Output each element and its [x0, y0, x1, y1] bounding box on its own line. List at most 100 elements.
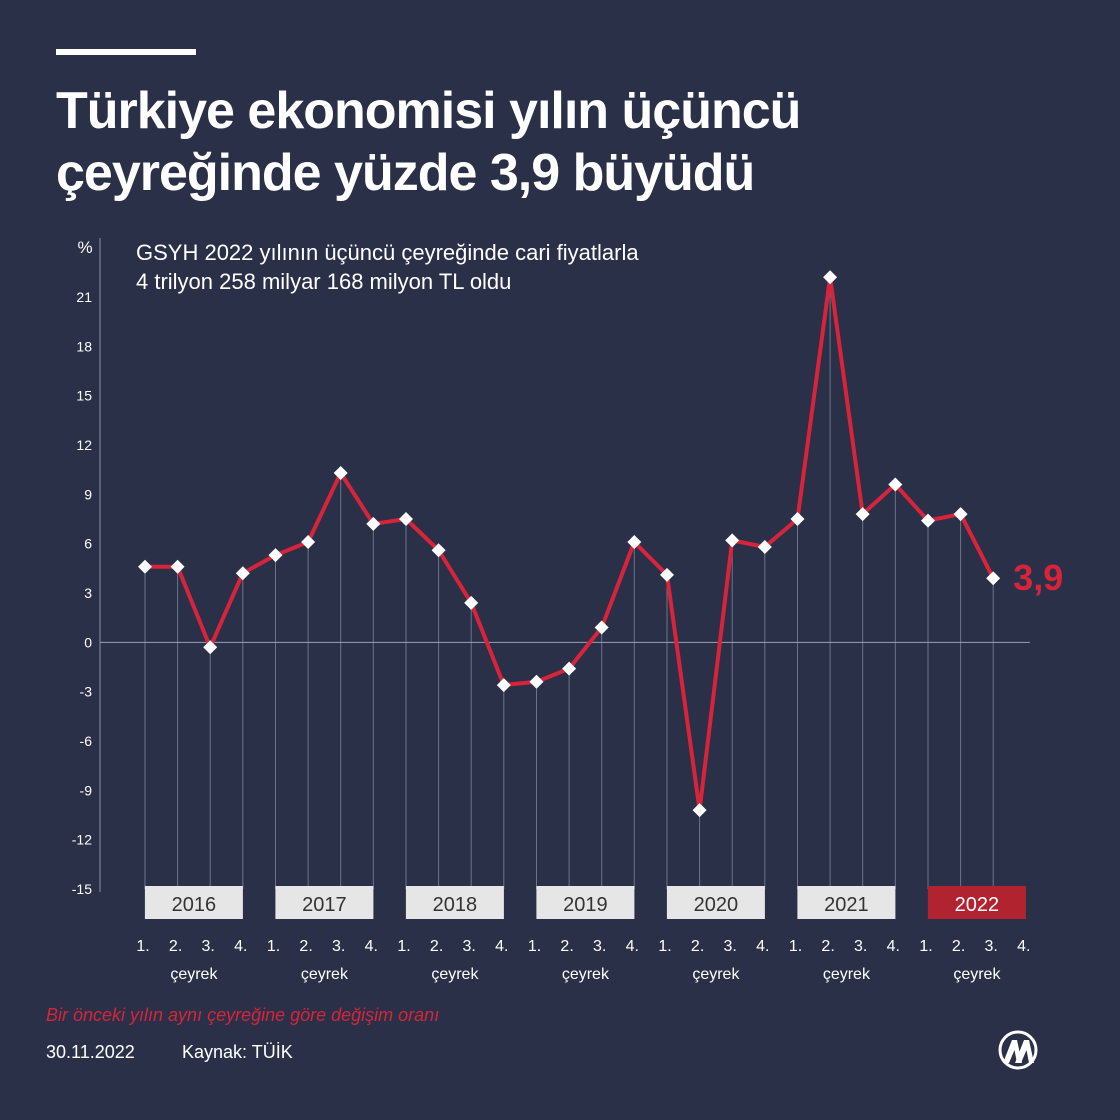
page-title: Türkiye ekonomisi yılın üçüncü çeyreğind… [56, 80, 1056, 204]
y-tick-label: 6 [84, 536, 92, 552]
data-point [986, 571, 1001, 586]
quarter-label: 4. [887, 938, 900, 955]
data-point [692, 803, 707, 818]
subtitle-line-1: GSYH 2022 yılının üçüncü çeyreğinde cari… [136, 240, 639, 265]
quarter-label: 2. [299, 938, 312, 955]
y-tick-label: -15 [72, 881, 92, 897]
year-label: 2022 [955, 894, 1000, 916]
chart-footnote: Bir önceki yılın aynı çeyreğine göre değ… [46, 1005, 440, 1025]
quarter-caption: çeyrek [301, 966, 349, 983]
subtitle-line-2: 4 trilyon 258 milyar 168 milyon TL oldu [136, 269, 512, 294]
data-point [301, 535, 316, 550]
year-box [144, 886, 243, 919]
quarter-caption: çeyrek [562, 966, 610, 983]
data-point [594, 620, 609, 635]
data-point [268, 548, 283, 563]
quarter-label: 2. [821, 938, 834, 955]
quarter-label: 3. [985, 938, 998, 955]
quarter-label: 2. [691, 938, 704, 955]
quarter-label: 1. [919, 938, 932, 955]
y-tick-label: -6 [80, 733, 93, 749]
data-point [725, 533, 740, 548]
quarter-label: 3. [724, 938, 737, 955]
quarter-label: 1. [397, 938, 410, 955]
quarter-label: 2. [560, 938, 573, 955]
quarter-label: 1. [658, 938, 671, 955]
data-source: Kaynak: TÜİK [182, 1042, 293, 1062]
data-point [790, 512, 805, 526]
year-label: 2017 [302, 894, 347, 916]
y-tick-label: 0 [84, 634, 92, 650]
y-tick-label: -12 [72, 832, 92, 848]
data-point [203, 640, 218, 655]
quarter-label: 2. [430, 938, 443, 955]
year-box [405, 886, 504, 919]
year-box [275, 886, 374, 919]
data-point [138, 559, 152, 574]
data-point [333, 465, 348, 480]
year-label: 2020 [694, 894, 739, 916]
data-point [660, 567, 674, 582]
quarter-label: 4. [626, 938, 639, 955]
data-point [496, 678, 511, 693]
data-point [627, 535, 642, 550]
quarter-label: 1. [267, 938, 280, 955]
data-point [855, 507, 870, 522]
quarter-label: 4. [495, 938, 508, 955]
data-point [562, 661, 577, 676]
quarter-label: 1. [528, 938, 541, 955]
data-point [757, 539, 772, 554]
data-point [921, 513, 935, 528]
title-line-2: çeyreğinde yüzde 3,9 büyüdü [56, 144, 755, 202]
y-tick-label: 18 [76, 338, 92, 354]
year-label: 2016 [172, 894, 217, 916]
quarter-label: 3. [202, 938, 215, 955]
quarter-label: 4. [1017, 938, 1030, 955]
quarter-caption: çeyrek [431, 966, 479, 983]
quarter-label: 2. [169, 938, 182, 955]
quarter-label: 3. [593, 938, 606, 955]
title-line-1: Türkiye ekonomisi yılın üçüncü [56, 82, 801, 140]
quarter-caption: çeyrek [823, 966, 871, 983]
year-box [666, 886, 765, 919]
quarter-label: 3. [332, 938, 345, 955]
data-point [235, 566, 250, 581]
growth-line-chart: % 21 18 15 12 9 6 3 0 -3 -6 -9 -12 -15 3,9 2016 1. 2. 3. 4.… [72, 238, 1063, 983]
publish-date: 30.11.2022 [46, 1042, 135, 1062]
quarter-label: 4. [365, 938, 378, 955]
quarter-label: 3. [854, 938, 867, 955]
year-box [536, 886, 635, 919]
aa-logo-icon [998, 1030, 1038, 1070]
quarter-label: 2. [952, 938, 965, 955]
data-point [529, 674, 544, 689]
y-axis-label: % [77, 238, 92, 257]
data-point [953, 507, 968, 522]
y-tick-label: 21 [76, 289, 92, 305]
data-point [366, 516, 381, 531]
data-point [431, 543, 446, 558]
quarter-label: 1. [789, 938, 802, 955]
y-tick-label: 12 [76, 437, 92, 453]
last-value-label: 3,9 [1013, 557, 1063, 598]
quarter-caption: çeyrek [692, 966, 740, 983]
quarter-label: 1. [136, 938, 149, 955]
data-point [823, 270, 838, 285]
data-point [170, 559, 185, 574]
y-tick-label: -3 [80, 684, 93, 700]
data-point [888, 477, 903, 492]
quarter-caption: çeyrek [953, 966, 1001, 983]
year-label: 2021 [824, 894, 869, 916]
y-tick-label: 15 [76, 388, 92, 404]
quarter-label: 4. [756, 938, 769, 955]
quarter-label: 3. [463, 938, 476, 955]
year-label: 2019 [563, 894, 608, 916]
quarter-label: 4. [234, 938, 247, 955]
y-tick-label: 9 [84, 486, 92, 502]
year-box [927, 886, 1026, 919]
year-box [797, 886, 896, 919]
year-label: 2018 [433, 894, 478, 916]
y-tick-label: -9 [80, 782, 93, 798]
data-point [399, 512, 413, 526]
quarter-caption: çeyrek [170, 966, 218, 983]
data-point [464, 595, 479, 610]
